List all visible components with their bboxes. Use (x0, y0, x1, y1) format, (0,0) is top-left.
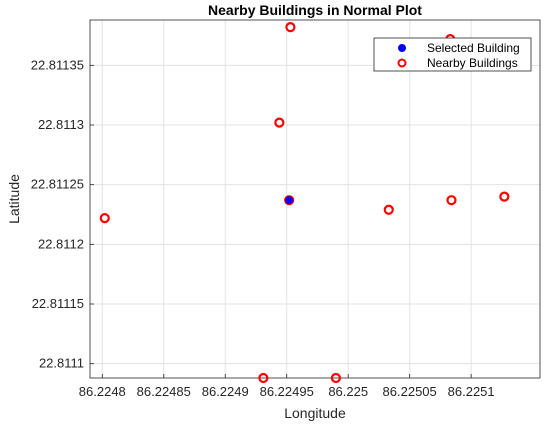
x-tick-label: 86.22485 (137, 384, 191, 399)
axes-box (89, 19, 541, 379)
y-tick-label: 22.81135 (31, 57, 84, 72)
plot-area (90, 20, 540, 378)
x-tick-label: 86.22505 (383, 384, 437, 399)
x-tick-label: 86.2251 (448, 384, 495, 399)
legend-label-nearby-buildings: Nearby Buildings (427, 56, 518, 70)
x-tick-label: 86.2248 (79, 384, 126, 399)
nearby-building-point (499, 191, 510, 202)
x-tick-label: 86.22495 (260, 384, 314, 399)
legend-label-selected-building: Selected Building (427, 41, 520, 55)
y-tick-label: 22.8111 (39, 356, 84, 371)
legend: Selected Building Nearby Buildings (373, 37, 532, 72)
data-points (99, 22, 510, 384)
y-axis-label: Latitude (6, 174, 22, 224)
chart-title: Nearby Buildings in Normal Plot (208, 2, 422, 18)
legend-marker-selected-building (398, 44, 406, 52)
nearby-building-point (446, 195, 457, 206)
x-axis-ticks: 86.2248 86.22485 86.2249 86.22495 86.225 86.2… (79, 374, 495, 399)
nearby-building-point (274, 117, 285, 128)
nearby-building-point (330, 372, 342, 384)
y-tick-label: 22.8112 (38, 236, 84, 251)
nearby-building-point (285, 22, 296, 33)
y-tick-label: 22.8113 (38, 117, 84, 132)
x-tick-label: 86.225 (328, 384, 368, 399)
x-axis-label: Longitude (284, 405, 346, 421)
x-tick-label: 86.2249 (202, 384, 249, 399)
nearby-building-point (383, 204, 394, 215)
legend-marker-nearby-buildings (397, 58, 407, 68)
y-tick-label: 22.81125 (31, 177, 84, 192)
y-tick-label: 22.81115 (32, 296, 84, 311)
selected-building-point (285, 196, 294, 205)
nearby-building-point (258, 372, 269, 384)
nearby-building-point (99, 212, 110, 224)
y-axis-ticks: 22.8111 22.81115 22.8112 22.81125 22.8113 22.… (31, 57, 94, 371)
